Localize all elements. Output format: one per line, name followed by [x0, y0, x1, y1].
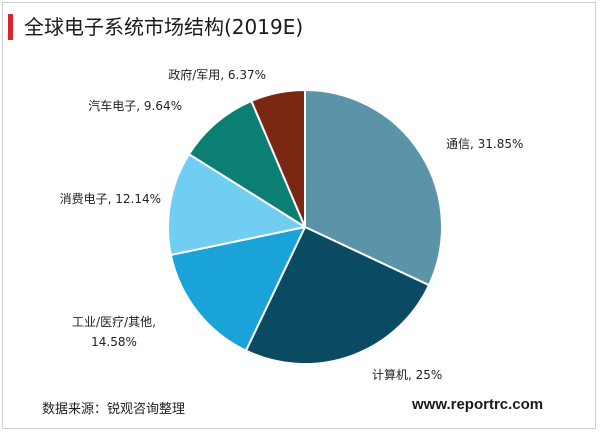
website-url: www.reportrc.com: [412, 396, 544, 413]
pie-slice-4: [167, 153, 306, 256]
title-accent-bar: [8, 14, 13, 40]
slice-label-4: 消费电子, 12.14%: [60, 192, 161, 206]
slice-label-2: 计算机, 25%: [372, 367, 442, 382]
slice-label-6: 政府/军用, 6.37%: [168, 67, 266, 82]
data-source: 数据来源：锐观咨询整理: [42, 402, 186, 417]
chart-title: 全球电子系统市场结构(2019E): [24, 15, 304, 39]
slice-label-3: 工业/医疗/其他, 14.58%: [72, 315, 156, 349]
pie-slice-3: [169, 226, 306, 352]
slice-label-1: 通信, 31.85%: [446, 137, 523, 151]
pie-slice-6: [250, 89, 306, 228]
pie-slice-2: [244, 226, 431, 365]
pie-slice-1: [304, 89, 443, 287]
pie-slice-5: [187, 99, 306, 228]
slice-label-5: 汽车电子, 9.64%: [88, 98, 182, 113]
